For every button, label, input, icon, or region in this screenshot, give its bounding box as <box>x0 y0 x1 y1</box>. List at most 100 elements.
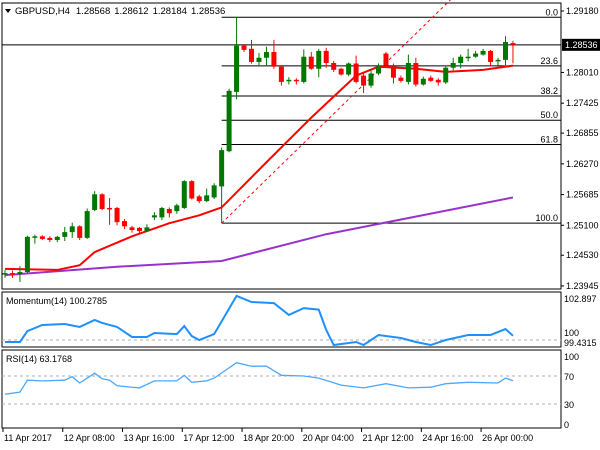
candle <box>77 225 83 240</box>
candle <box>465 48 471 62</box>
time-axis-label: 13 Apr 16:00 <box>124 433 175 443</box>
current-price-label: 1.28536 <box>565 40 598 50</box>
candle <box>47 236 53 243</box>
candle-body <box>450 62 456 68</box>
fib-level-label: 0.0 <box>545 7 558 17</box>
candle <box>256 53 262 67</box>
triangle-down-icon[interactable] <box>5 9 11 13</box>
candle-body <box>271 51 277 67</box>
candle-body <box>77 226 83 238</box>
fib-trendline <box>221 0 451 224</box>
candle-body <box>234 45 240 92</box>
candle-body <box>114 207 120 223</box>
candle <box>226 88 232 153</box>
candle <box>271 39 277 69</box>
candle-body <box>24 236 30 273</box>
candle <box>488 49 494 66</box>
price-axis-label: 1.26270 <box>566 159 599 169</box>
candle <box>189 180 195 200</box>
candle <box>84 208 90 239</box>
candle-body <box>286 79 292 82</box>
rsi-title: RSI(14) 63.1768 <box>6 354 72 364</box>
low-price: 1.28184 <box>153 6 187 17</box>
candle <box>480 48 486 56</box>
candle <box>263 46 269 67</box>
candle-body <box>151 215 157 218</box>
candle-body <box>458 56 464 63</box>
candle-body <box>338 68 344 75</box>
candle <box>151 212 157 221</box>
candle-body <box>144 227 150 232</box>
candle <box>383 51 389 68</box>
time-axis-label: 24 Apr 16:00 <box>422 433 473 443</box>
fib-level-label: 38.2 <box>540 86 558 96</box>
candle <box>122 218 128 229</box>
candle-body <box>428 77 434 81</box>
candle-body <box>488 50 494 62</box>
candle-body <box>241 45 247 50</box>
candle <box>17 266 23 283</box>
candle-body <box>211 185 217 198</box>
momentum-axis: 102.897 100 99.4315 <box>564 294 597 348</box>
candle <box>211 183 217 200</box>
price-axis-label: 1.29180 <box>566 6 599 16</box>
candle <box>420 76 426 86</box>
candle-body <box>368 73 374 86</box>
candle-body <box>323 50 329 63</box>
candle <box>338 67 344 76</box>
candle-body <box>465 56 471 59</box>
candle-body <box>473 53 479 57</box>
candle-body <box>219 150 225 187</box>
momentum-axis-max: 102.897 <box>564 294 597 304</box>
high-price: 1.28612 <box>114 6 148 17</box>
candle-body <box>405 62 411 82</box>
time-axis-label: 17 Apr 12:00 <box>183 433 234 443</box>
candle <box>159 206 165 221</box>
symbol-label: GBPUSD,H4 <box>15 6 70 17</box>
candle <box>435 78 441 86</box>
candle <box>39 235 45 240</box>
candle <box>286 77 292 85</box>
candle-body <box>480 50 486 55</box>
candle-body <box>495 59 501 62</box>
candle-body <box>196 196 202 202</box>
rsi-panel[interactable] <box>1 349 562 429</box>
price-axis-label: 1.25685 <box>566 190 599 200</box>
candle-body <box>62 232 68 237</box>
price-axis-label: 1.28010 <box>566 67 599 77</box>
rsi-line <box>4 362 514 395</box>
momentum-line <box>5 294 514 347</box>
candle-body <box>122 221 128 227</box>
candle-body <box>390 66 396 78</box>
candle <box>174 203 180 214</box>
candle <box>219 147 225 224</box>
candle <box>24 235 30 274</box>
price-axis-label: 1.23945 <box>566 281 599 291</box>
candle <box>196 194 202 204</box>
fib-level-label: 100.0 <box>535 213 558 223</box>
momentum-title: Momentum(14) 100.2785 <box>6 296 107 306</box>
candle <box>293 78 299 85</box>
candle <box>166 207 172 218</box>
candle <box>450 57 456 71</box>
candle <box>390 63 396 84</box>
candle-body <box>308 56 314 69</box>
candle-body <box>301 56 307 82</box>
candle <box>361 72 367 93</box>
rsi-axis-0: 0 <box>564 420 569 430</box>
candle <box>443 65 449 85</box>
candle <box>144 224 150 233</box>
time-axis-label: 20 Apr 04:00 <box>303 433 354 443</box>
candle-body <box>249 48 255 62</box>
slow-moving-average-line <box>4 196 514 277</box>
time-axis-label: 11 Apr 2017 <box>4 433 52 443</box>
candle <box>2 269 8 278</box>
candle-body <box>129 227 135 231</box>
candle <box>308 51 314 70</box>
candle <box>278 65 284 86</box>
candle <box>458 54 464 69</box>
candle-body <box>331 62 337 70</box>
candle <box>353 55 359 84</box>
candle <box>301 49 307 84</box>
